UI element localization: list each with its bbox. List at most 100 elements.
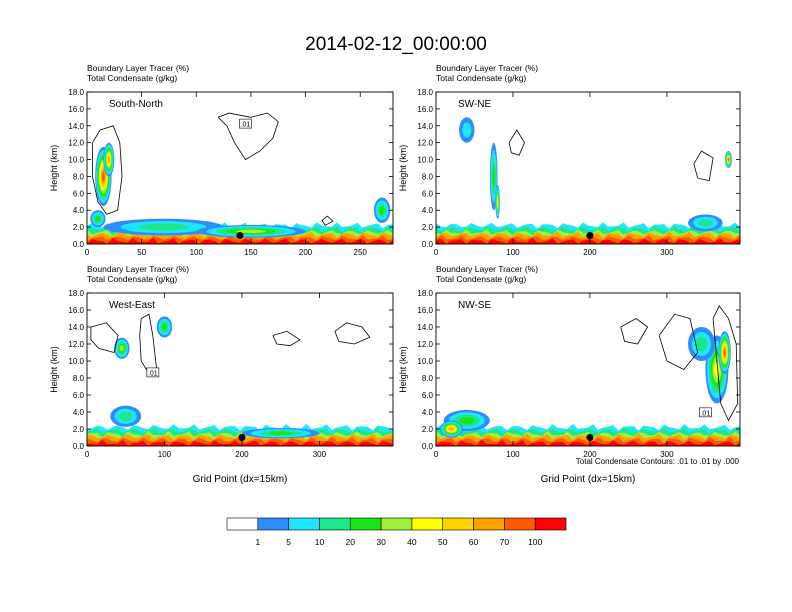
panel-1: .01 0.0 2.0 4.0 6.0 8.0 10.0 12.0 14.0 16.0 18.0 0 5… [49, 63, 394, 257]
y-tick-label: 18.0 [417, 88, 433, 97]
contour-label-box [146, 367, 160, 378]
colorbar-label: 40 [407, 537, 417, 547]
location-marker [586, 232, 594, 240]
colorbar-swatch [473, 517, 505, 531]
x-tick-label: 50 [137, 248, 146, 257]
location-marker [586, 434, 594, 441]
tracer-blob [107, 156, 110, 163]
y-tick-label: 10.0 [417, 156, 433, 165]
y-axis-label: Height (km) [49, 145, 59, 192]
x-tick-label: 200 [299, 248, 313, 257]
x-tick-label: 150 [244, 248, 258, 257]
contour-label-box [699, 407, 712, 418]
ground-tracer-band [436, 439, 740, 446]
condensate-contour [272, 330, 301, 347]
panel-3: .01 0.0 2.0 4.0 6.0 8.0 10.0 12.0 14.0 16.0 18.0 0 1… [49, 264, 394, 485]
y-tick-label: 6.0 [422, 189, 434, 198]
condensate-contour [217, 112, 279, 161]
colorbar-swatch [288, 517, 320, 531]
y-tick-label: 6.0 [73, 391, 85, 400]
y-axis-label: Height (km) [398, 346, 408, 393]
y-tick-label: 18.0 [68, 88, 84, 97]
y-tick-label: 14.0 [417, 122, 433, 131]
y-axis-label: Height (km) [398, 145, 408, 192]
panels-group: .01 0.0 2.0 4.0 6.0 8.0 10.0 12.0 14.0 16.0 18.0 0 5… [49, 63, 741, 485]
colorbar: 1 5 10 20 30 40 50 60 70 100 [226, 517, 567, 547]
y-tick-label: 4.0 [73, 408, 85, 417]
y-tick-label: 0.0 [422, 240, 434, 249]
field-label-tracer: Boundary Layer Tracer (%) [436, 63, 538, 73]
tracer-blob [379, 206, 385, 215]
panel-2: 0.0 2.0 4.0 6.0 8.0 10.0 12.0 14.0 16.0 18.0 0 100 2… [398, 63, 741, 257]
y-tick-label: 6.0 [73, 189, 85, 198]
y-tick-label: 8.0 [73, 172, 85, 181]
tracer-blob [267, 431, 294, 435]
x-axis-label: Grid Point (dx=15km) [541, 474, 636, 485]
condensate-contour [90, 322, 119, 353]
x-axis-label: Grid Point (dx=15km) [193, 474, 288, 485]
ground-tracer-band [436, 237, 740, 244]
ground-tracer-band [436, 436, 740, 446]
field-label-tracer: Boundary Layer Tracer (%) [436, 264, 538, 274]
y-tick-label: 4.0 [422, 408, 434, 417]
condensate-contour [693, 150, 714, 182]
condensate-contour [658, 313, 699, 371]
y-tick-label: 18.0 [68, 289, 84, 298]
tracer-blob [449, 427, 454, 431]
colorbar-swatch [442, 517, 474, 531]
y-tick-label: 10.0 [68, 357, 84, 366]
y-tick-label: 10.0 [417, 357, 433, 366]
y-tick-label: 0.0 [73, 240, 85, 249]
x-tick-label: 300 [313, 450, 327, 459]
field-label-condensate: Total Condensate (g/kg) [87, 274, 177, 284]
condensate-contour [508, 129, 525, 156]
colorbar-label: 1 [255, 537, 260, 547]
y-tick-label: 4.0 [422, 206, 434, 215]
y-tick-label: 2.0 [73, 223, 85, 232]
location-marker [238, 434, 246, 441]
figure-title: 2014-02-12_00:00:00 [305, 34, 487, 55]
tracer-blob [727, 158, 729, 161]
x-tick-label: 200 [583, 450, 597, 459]
colorbar-label: 20 [346, 537, 356, 547]
panel-frame [86, 292, 394, 447]
colorbar-label: 50 [438, 537, 448, 547]
contour-label: .01 [700, 410, 710, 417]
panel-frame [86, 91, 394, 245]
y-tick-label: 8.0 [73, 374, 85, 383]
colorbar-label: 10 [315, 537, 325, 547]
tracer-blob [119, 345, 124, 352]
panel-title: South-North [109, 99, 163, 110]
colorbar-label: 70 [500, 537, 510, 547]
x-tick-label: 250 [354, 248, 368, 257]
condensate-contour [712, 305, 739, 422]
tracer-blob [697, 219, 713, 227]
field-label-condensate: Total Condensate (g/kg) [436, 274, 526, 284]
field-label-tracer: Boundary Layer Tracer (%) [87, 264, 189, 274]
y-tick-label: 0.0 [73, 442, 85, 451]
tracer-blob [95, 215, 101, 222]
colorbar-swatch [349, 517, 382, 531]
field-label-tracer: Boundary Layer Tracer (%) [87, 63, 189, 73]
y-tick-label: 14.0 [417, 323, 433, 332]
x-tick-label: 300 [660, 248, 674, 257]
colorbar-swatch [226, 517, 259, 531]
y-tick-label: 14.0 [68, 323, 84, 332]
location-marker [236, 232, 244, 240]
colorbar-swatch [534, 517, 567, 531]
y-tick-label: 12.0 [417, 139, 433, 148]
colorbar-swatch [411, 517, 444, 531]
tracer-blob [497, 198, 499, 206]
ground-tracer-band [87, 439, 393, 446]
y-tick-label: 16.0 [417, 105, 433, 114]
y-tick-label: 8.0 [422, 374, 434, 383]
condensate-contour [92, 125, 123, 215]
tracer-blob [459, 417, 475, 424]
x-tick-label: 300 [660, 450, 674, 459]
x-tick-label: 0 [85, 248, 90, 257]
y-tick-label: 4.0 [73, 206, 85, 215]
x-tick-label: 100 [506, 450, 520, 459]
tracer-blob [492, 165, 496, 188]
colorbar-swatch [319, 517, 351, 531]
